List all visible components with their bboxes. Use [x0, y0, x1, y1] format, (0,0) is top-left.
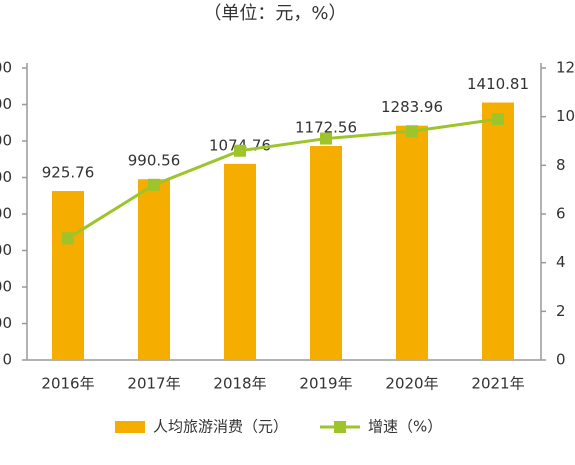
x-tick-label: 2016年 — [41, 375, 94, 393]
y-tick-label: 0 — [2, 351, 12, 369]
y2-tick-label: 2 — [556, 302, 566, 320]
x-tick-label: 2017年 — [127, 375, 180, 393]
value-label: 1172.56 — [295, 119, 357, 137]
y-tick-label: 1200 — [0, 132, 12, 150]
chart-subtitle: （单位：元，%） — [203, 3, 346, 24]
y2-tick-label: 12 — [556, 59, 575, 77]
y-tick-label: 400 — [0, 278, 12, 296]
y-tick-label: 1400 — [0, 95, 12, 113]
y2-tick-label: 0 — [556, 351, 566, 369]
line — [67, 117, 499, 240]
line-marker — [320, 132, 332, 145]
value-label: 990.56 — [128, 152, 181, 170]
legend-swatch — [115, 421, 145, 433]
line-marker — [148, 178, 160, 191]
value-label: 925.76 — [42, 164, 95, 182]
bar — [396, 125, 428, 360]
y2-tick-label: 10 — [556, 107, 575, 125]
bar — [310, 146, 342, 360]
value-label: 1410.81 — [467, 75, 529, 93]
x-tick-label: 2019年 — [299, 375, 352, 393]
y2-tick-label: 6 — [556, 205, 566, 223]
y-tick-label: 800 — [0, 205, 12, 223]
x-tick-label: 2021年 — [471, 375, 524, 393]
value-label: 1283.96 — [381, 98, 443, 116]
y-tick-label: 1000 — [0, 168, 12, 186]
x-tick-label: 2020年 — [385, 375, 438, 393]
line-marker — [406, 125, 418, 138]
x-tick-label: 2018年 — [213, 375, 266, 393]
legend-swatch — [334, 421, 346, 433]
legend-label: 人均旅游消费（元） — [153, 418, 288, 436]
y2-tick-label: 8 — [556, 156, 566, 174]
bar — [482, 102, 514, 361]
y-tick-label: 200 — [0, 314, 12, 332]
bar — [138, 179, 170, 360]
y-tick-label: 600 — [0, 241, 12, 259]
bar — [52, 191, 84, 360]
y2-tick-label: 4 — [556, 253, 566, 271]
line-marker — [234, 144, 246, 157]
bar — [224, 163, 256, 360]
line-marker — [62, 232, 74, 245]
line-marker — [492, 113, 504, 126]
y-tick-label: 1600 — [0, 59, 12, 77]
legend-label: 增速（%） — [368, 418, 442, 436]
